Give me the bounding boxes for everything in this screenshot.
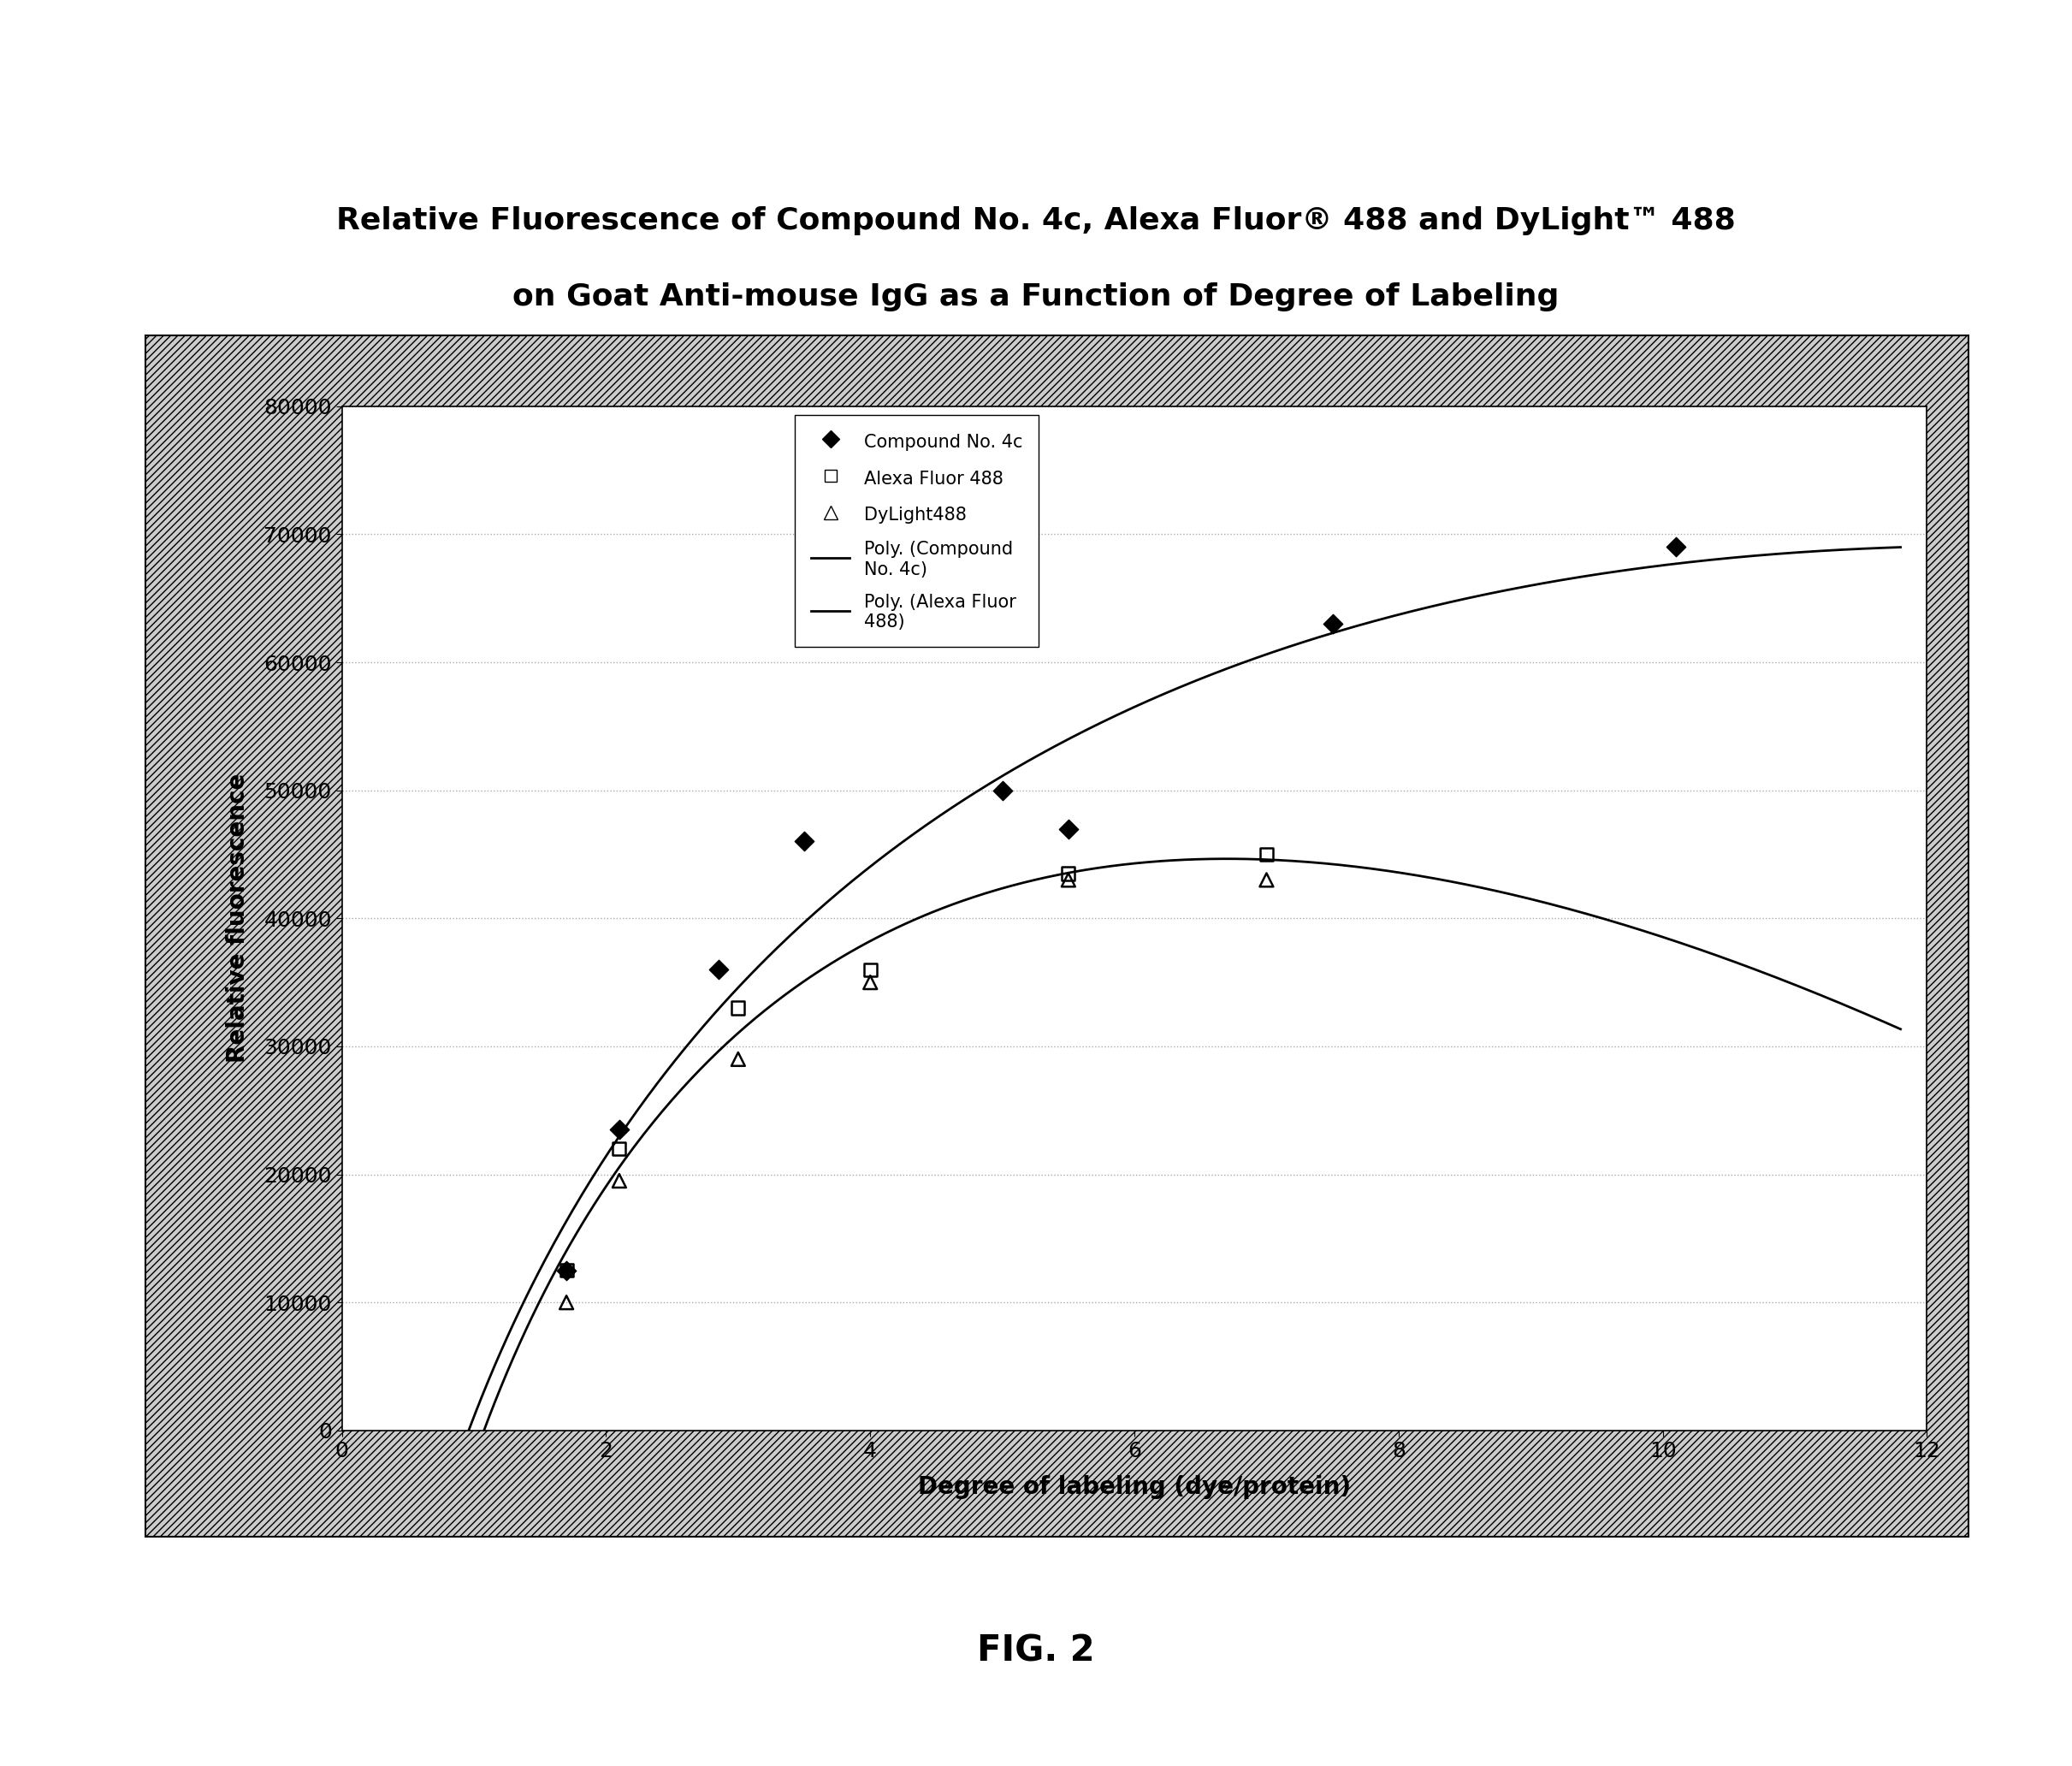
- Point: [603, 1116, 636, 1144]
- Point: [854, 955, 887, 984]
- Y-axis label: Relative fluorescence: Relative fluorescence: [226, 774, 249, 1063]
- Point: [1053, 814, 1086, 842]
- Text: on Goat Anti-mouse IgG as a Function of Degree of Labeling: on Goat Anti-mouse IgG as a Function of …: [512, 283, 1560, 311]
- Point: [1249, 841, 1283, 869]
- Point: [603, 1136, 636, 1164]
- Legend: Compound No. 4c, Alexa Fluor 488, DyLight488, Poly. (Compound
No. 4c), Poly. (Al: Compound No. 4c, Alexa Fluor 488, DyLigh…: [796, 415, 1038, 646]
- Point: [603, 1167, 636, 1196]
- Point: [702, 955, 736, 984]
- Text: FIG. 2: FIG. 2: [978, 1634, 1094, 1669]
- Point: [1053, 860, 1086, 888]
- Point: [986, 775, 1019, 804]
- Point: [549, 1256, 582, 1284]
- Point: [1249, 865, 1283, 894]
- Point: [854, 968, 887, 996]
- Text: Relative Fluorescence of Compound No. 4c, Alexa Fluor® 488 and DyLight™ 488: Relative Fluorescence of Compound No. 4c…: [336, 207, 1736, 235]
- Point: [1316, 609, 1349, 638]
- Point: [1660, 533, 1693, 562]
- Point: [1053, 865, 1086, 894]
- Point: [721, 994, 754, 1023]
- Point: [721, 1045, 754, 1074]
- X-axis label: Degree of labeling (dye/protein): Degree of labeling (dye/protein): [918, 1475, 1351, 1499]
- Point: [549, 1256, 582, 1284]
- Point: [787, 826, 821, 857]
- Point: [549, 1289, 582, 1317]
